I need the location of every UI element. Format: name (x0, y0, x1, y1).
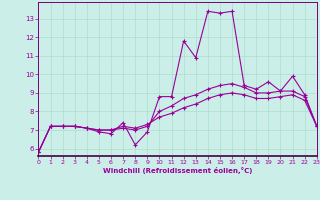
X-axis label: Windchill (Refroidissement éolien,°C): Windchill (Refroidissement éolien,°C) (103, 167, 252, 174)
